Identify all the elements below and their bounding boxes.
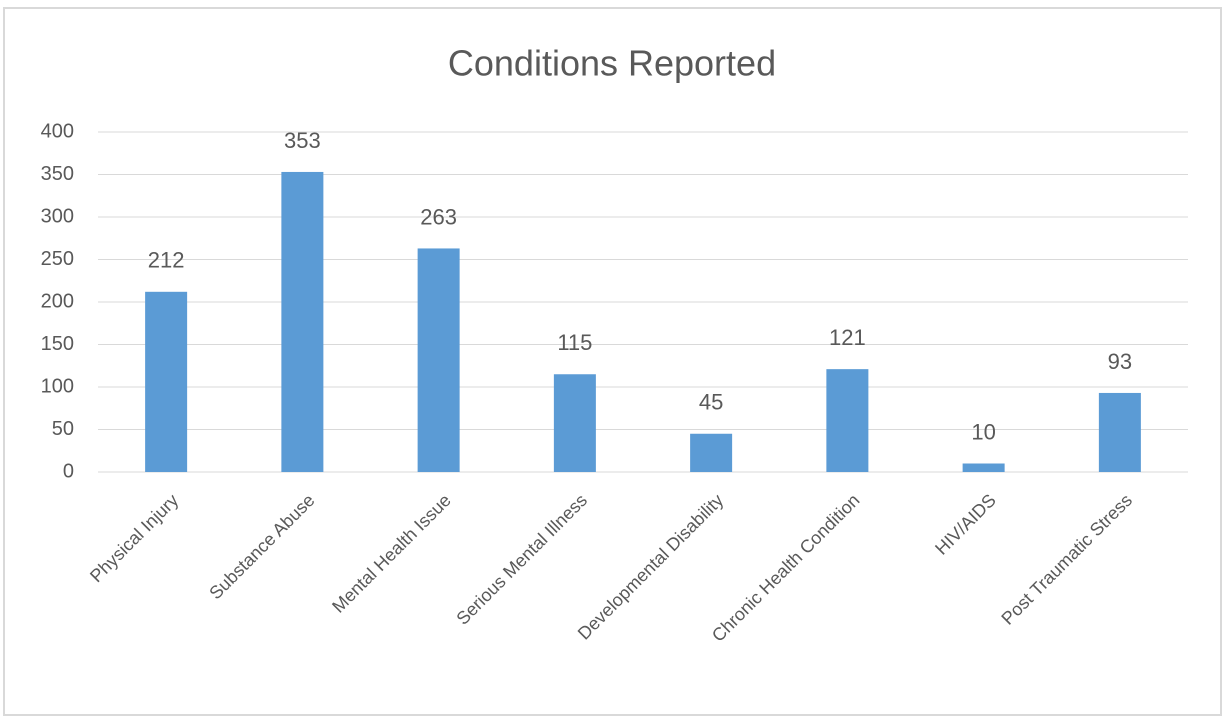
- y-tick-label: 400: [41, 120, 74, 142]
- y-tick-label: 200: [41, 290, 74, 312]
- data-label: 212: [148, 248, 185, 273]
- data-label: 45: [699, 390, 723, 415]
- chart-border: [3, 7, 1222, 716]
- bar: [417, 248, 460, 472]
- y-tick-label: 150: [41, 333, 74, 355]
- y-tick-label: 350: [41, 163, 74, 185]
- data-label: 93: [1108, 349, 1132, 374]
- bar: [281, 171, 324, 472]
- data-label: 115: [557, 330, 592, 355]
- bar: [145, 291, 188, 472]
- bar: [826, 369, 869, 472]
- y-tick-label: 300: [41, 205, 74, 227]
- bar: [1098, 392, 1141, 472]
- y-tick-label: 250: [41, 248, 74, 270]
- bar: [553, 374, 596, 472]
- chart-title: Conditions Reported: [448, 43, 776, 84]
- data-label: 10: [971, 419, 995, 444]
- y-tick-label: 100: [41, 375, 74, 397]
- y-tick-label: 50: [52, 418, 74, 440]
- data-label: 121: [829, 325, 866, 350]
- data-label: 263: [420, 204, 457, 229]
- bar: [962, 463, 1005, 472]
- data-label: 353: [284, 128, 321, 153]
- bar: [690, 433, 733, 472]
- y-tick-label: 0: [63, 460, 74, 482]
